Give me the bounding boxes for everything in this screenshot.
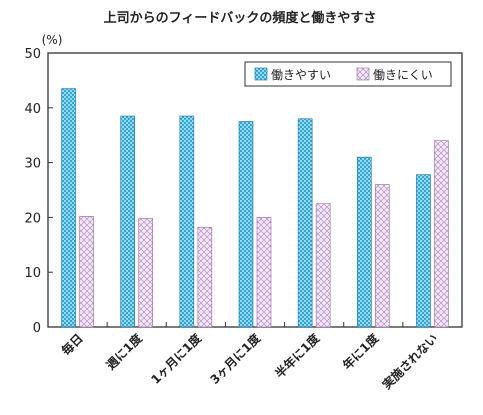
bar-series-1-6 [356, 156, 372, 328]
bar-series-1-2 [120, 115, 136, 328]
plot-frame [47, 52, 463, 328]
bar-series-1-7 [416, 174, 431, 328]
bar-series-2-1 [79, 216, 94, 328]
x-category-label: 実施されない [379, 331, 441, 393]
y-axis-unit: (%) [42, 33, 63, 47]
y-tick-label: 10 [24, 266, 41, 281]
bar-series-2-2 [138, 218, 154, 328]
legend-box [244, 61, 452, 87]
bar-series-1-1 [61, 88, 76, 328]
x-category-label: 半年に1度 [272, 330, 323, 381]
y-tick-label: 40 [24, 102, 41, 117]
chart-title: 上司からのフィードバックの頻度と働きやすさ [104, 10, 377, 26]
y-tick-label: 20 [24, 211, 41, 226]
bar-series-1-4 [238, 121, 254, 328]
legend-swatch-series-1 [254, 67, 268, 81]
y-tick-label: 0 [33, 321, 41, 336]
x-category-label: 1ヶ月に1度 [148, 330, 205, 387]
bar-series-1-3 [179, 115, 195, 328]
x-category-label: 3ヶ月に1度 [207, 330, 264, 387]
bar-series-2-3 [197, 226, 213, 328]
x-category-label: 年に1度 [339, 330, 382, 373]
x-category-label: 週に1度 [103, 330, 146, 373]
y-tick-label: 50 [24, 47, 41, 62]
x-category-label: 毎日 [58, 331, 86, 359]
legend-label-series-1: 働きやすい [271, 68, 331, 82]
bar-series-2-4 [256, 217, 272, 328]
y-tick-label: 30 [24, 157, 41, 172]
bar-series-1-5 [297, 118, 313, 328]
legend: 働きやすい 働きにくい [244, 61, 452, 87]
bar-series-2-6 [374, 184, 390, 328]
legend-label-series-2: 働きにくい [373, 68, 433, 82]
bar-series-2-5 [315, 203, 331, 328]
bar-series-2-7 [434, 140, 449, 328]
legend-swatch-series-2 [356, 67, 370, 81]
